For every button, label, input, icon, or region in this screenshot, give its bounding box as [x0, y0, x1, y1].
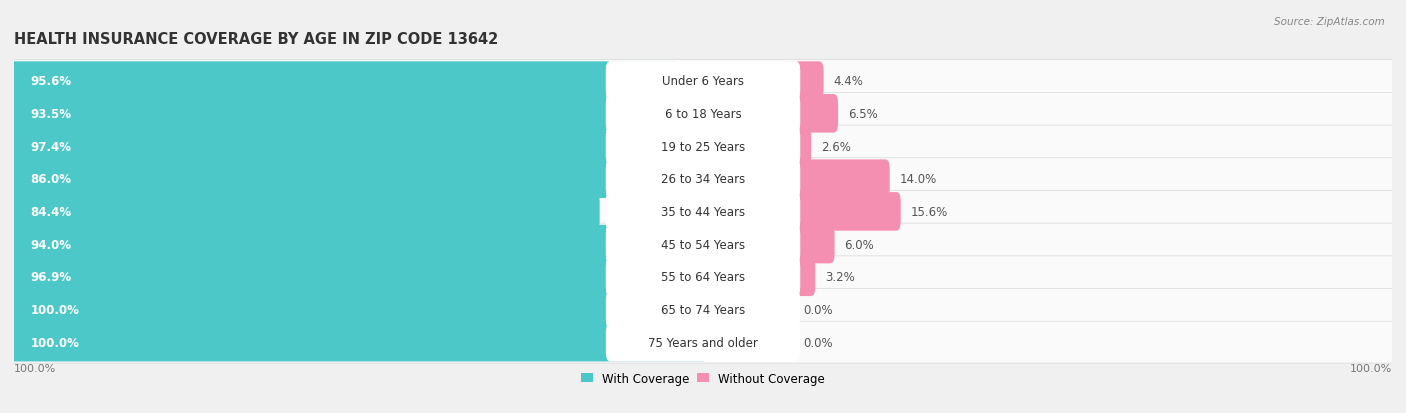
- FancyBboxPatch shape: [606, 225, 800, 264]
- FancyBboxPatch shape: [10, 62, 676, 101]
- Text: 100.0%: 100.0%: [14, 363, 56, 373]
- FancyBboxPatch shape: [10, 93, 1396, 135]
- FancyBboxPatch shape: [10, 323, 707, 362]
- Text: 15.6%: 15.6%: [910, 205, 948, 218]
- Text: 35 to 44 Years: 35 to 44 Years: [661, 205, 745, 218]
- FancyBboxPatch shape: [606, 192, 800, 231]
- FancyBboxPatch shape: [606, 62, 800, 101]
- FancyBboxPatch shape: [785, 192, 901, 231]
- FancyBboxPatch shape: [606, 127, 800, 166]
- Text: 65 to 74 Years: 65 to 74 Years: [661, 303, 745, 316]
- Text: 0.0%: 0.0%: [803, 303, 832, 316]
- FancyBboxPatch shape: [10, 61, 1396, 102]
- Text: 100.0%: 100.0%: [31, 303, 80, 316]
- Text: 45 to 54 Years: 45 to 54 Years: [661, 238, 745, 251]
- FancyBboxPatch shape: [10, 127, 689, 166]
- FancyBboxPatch shape: [785, 160, 890, 199]
- Text: 93.5%: 93.5%: [31, 107, 72, 121]
- Text: 95.6%: 95.6%: [31, 75, 72, 88]
- Text: 86.0%: 86.0%: [31, 173, 72, 186]
- FancyBboxPatch shape: [10, 160, 610, 199]
- FancyBboxPatch shape: [606, 258, 800, 297]
- FancyBboxPatch shape: [10, 321, 1396, 363]
- FancyBboxPatch shape: [606, 62, 800, 101]
- Text: 2.6%: 2.6%: [821, 140, 851, 153]
- Text: 26 to 34 Years: 26 to 34 Years: [661, 173, 745, 186]
- Text: 100.0%: 100.0%: [31, 336, 80, 349]
- Text: 100.0%: 100.0%: [1350, 363, 1392, 373]
- Text: 3.2%: 3.2%: [825, 271, 855, 284]
- FancyBboxPatch shape: [10, 126, 1396, 168]
- Text: 75 Years and older: 75 Years and older: [648, 336, 758, 349]
- Text: 6 to 18 Years: 6 to 18 Years: [665, 107, 741, 121]
- Text: 14.0%: 14.0%: [900, 173, 936, 186]
- Text: 55 to 64 Years: 55 to 64 Years: [661, 271, 745, 284]
- Text: 6.0%: 6.0%: [844, 238, 875, 251]
- Text: 96.9%: 96.9%: [31, 271, 72, 284]
- Text: 4.4%: 4.4%: [834, 75, 863, 88]
- FancyBboxPatch shape: [606, 95, 800, 133]
- FancyBboxPatch shape: [10, 225, 666, 264]
- FancyBboxPatch shape: [10, 95, 662, 133]
- Text: 19 to 25 Years: 19 to 25 Years: [661, 140, 745, 153]
- FancyBboxPatch shape: [785, 258, 815, 297]
- FancyBboxPatch shape: [606, 127, 800, 166]
- FancyBboxPatch shape: [785, 225, 835, 264]
- FancyBboxPatch shape: [606, 95, 800, 133]
- FancyBboxPatch shape: [606, 160, 800, 199]
- FancyBboxPatch shape: [785, 127, 811, 166]
- FancyBboxPatch shape: [10, 223, 1396, 266]
- Text: 6.5%: 6.5%: [848, 107, 877, 121]
- Text: Under 6 Years: Under 6 Years: [662, 75, 744, 88]
- FancyBboxPatch shape: [606, 160, 800, 199]
- FancyBboxPatch shape: [785, 95, 838, 133]
- FancyBboxPatch shape: [10, 290, 707, 329]
- FancyBboxPatch shape: [10, 192, 600, 231]
- FancyBboxPatch shape: [10, 258, 686, 297]
- FancyBboxPatch shape: [10, 191, 1396, 233]
- Text: 94.0%: 94.0%: [31, 238, 72, 251]
- Text: 97.4%: 97.4%: [31, 140, 72, 153]
- Text: Source: ZipAtlas.com: Source: ZipAtlas.com: [1274, 17, 1385, 26]
- FancyBboxPatch shape: [10, 159, 1396, 200]
- FancyBboxPatch shape: [606, 192, 800, 231]
- FancyBboxPatch shape: [606, 323, 800, 362]
- FancyBboxPatch shape: [10, 256, 1396, 298]
- FancyBboxPatch shape: [606, 290, 800, 329]
- FancyBboxPatch shape: [10, 289, 1396, 330]
- Text: 0.0%: 0.0%: [803, 336, 832, 349]
- Text: 84.4%: 84.4%: [31, 205, 72, 218]
- Legend: With Coverage, Without Coverage: With Coverage, Without Coverage: [581, 372, 825, 385]
- FancyBboxPatch shape: [785, 62, 824, 101]
- Text: HEALTH INSURANCE COVERAGE BY AGE IN ZIP CODE 13642: HEALTH INSURANCE COVERAGE BY AGE IN ZIP …: [14, 32, 498, 47]
- FancyBboxPatch shape: [606, 225, 800, 264]
- FancyBboxPatch shape: [606, 258, 800, 297]
